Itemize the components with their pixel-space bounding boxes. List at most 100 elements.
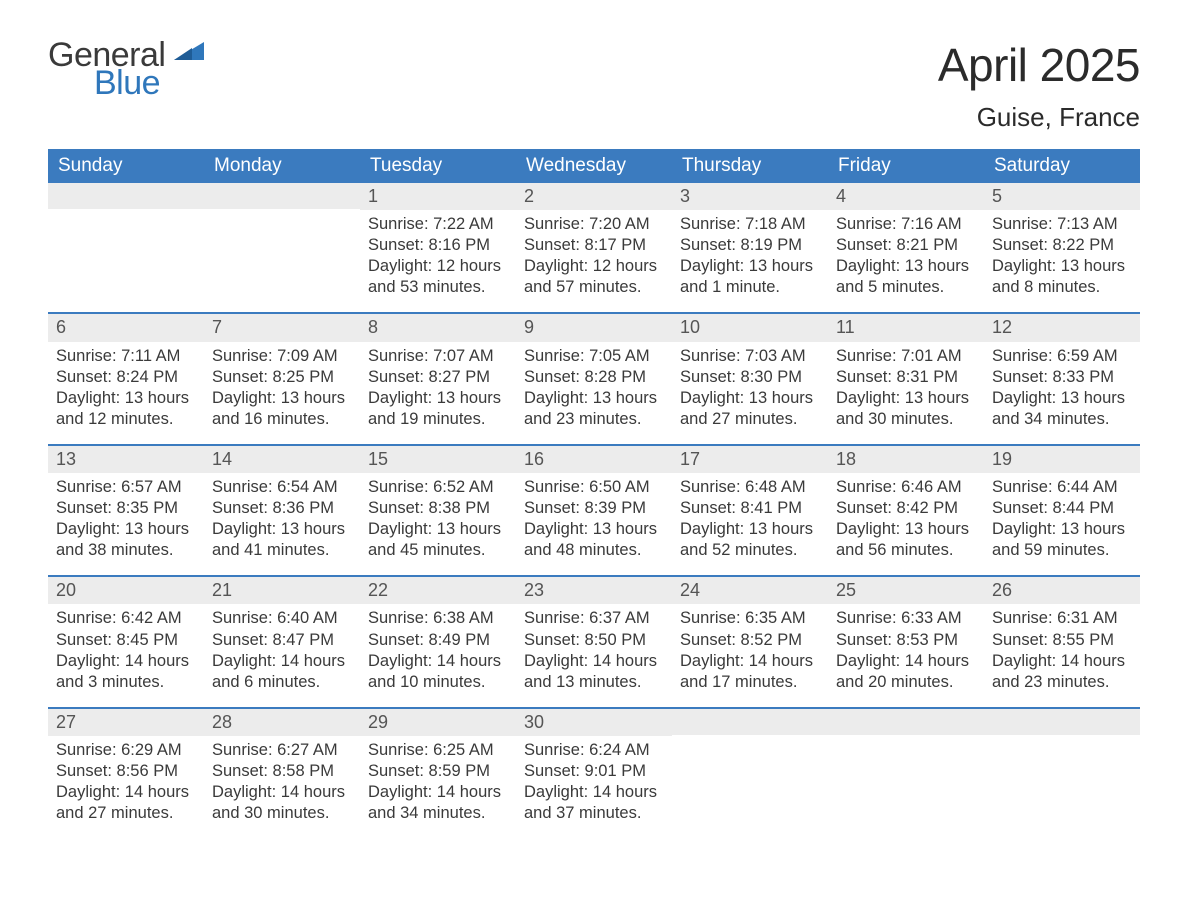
sunrise-text: Sunrise: 7:20 AM xyxy=(524,214,664,235)
sunrise-text: Sunrise: 6:29 AM xyxy=(56,740,196,761)
daylight-text: Daylight: 13 hours and 48 minutes. xyxy=(524,519,664,561)
calendar-cell: 10Sunrise: 7:03 AMSunset: 8:30 PMDayligh… xyxy=(672,314,828,443)
daylight-text: Daylight: 14 hours and 6 minutes. xyxy=(212,651,352,693)
calendar: Sunday Monday Tuesday Wednesday Thursday… xyxy=(48,149,1140,838)
calendar-week: 6Sunrise: 7:11 AMSunset: 8:24 PMDaylight… xyxy=(48,312,1140,443)
day-details: Sunrise: 7:07 AMSunset: 8:27 PMDaylight:… xyxy=(360,342,516,444)
daylight-text: Daylight: 13 hours and 16 minutes. xyxy=(212,388,352,430)
daylight-text: Daylight: 13 hours and 34 minutes. xyxy=(992,388,1132,430)
day-number: 13 xyxy=(48,446,204,473)
sunrise-text: Sunrise: 6:27 AM xyxy=(212,740,352,761)
day-details: Sunrise: 6:42 AMSunset: 8:45 PMDaylight:… xyxy=(48,604,204,706)
daylight-text: Daylight: 13 hours and 12 minutes. xyxy=(56,388,196,430)
sunrise-text: Sunrise: 6:48 AM xyxy=(680,477,820,498)
daylight-text: Daylight: 13 hours and 8 minutes. xyxy=(992,256,1132,298)
day-details: Sunrise: 7:13 AMSunset: 8:22 PMDaylight:… xyxy=(984,210,1140,312)
day-details: Sunrise: 6:38 AMSunset: 8:49 PMDaylight:… xyxy=(360,604,516,706)
day-details: Sunrise: 7:09 AMSunset: 8:25 PMDaylight:… xyxy=(204,342,360,444)
day-number: 18 xyxy=(828,446,984,473)
calendar-cell: 9Sunrise: 7:05 AMSunset: 8:28 PMDaylight… xyxy=(516,314,672,443)
day-details: Sunrise: 7:16 AMSunset: 8:21 PMDaylight:… xyxy=(828,210,984,312)
sunrise-text: Sunrise: 6:33 AM xyxy=(836,608,976,629)
sunset-text: Sunset: 8:38 PM xyxy=(368,498,508,519)
logo-word-blue: Blue xyxy=(94,66,204,100)
calendar-cell: 20Sunrise: 6:42 AMSunset: 8:45 PMDayligh… xyxy=(48,577,204,706)
day-number xyxy=(672,709,828,735)
day-details: Sunrise: 7:18 AMSunset: 8:19 PMDaylight:… xyxy=(672,210,828,312)
day-number: 9 xyxy=(516,314,672,341)
day-number: 25 xyxy=(828,577,984,604)
sunrise-text: Sunrise: 6:25 AM xyxy=(368,740,508,761)
day-details: Sunrise: 6:48 AMSunset: 8:41 PMDaylight:… xyxy=(672,473,828,575)
calendar-cell: 2Sunrise: 7:20 AMSunset: 8:17 PMDaylight… xyxy=(516,183,672,312)
sunset-text: Sunset: 8:56 PM xyxy=(56,761,196,782)
sunrise-text: Sunrise: 6:35 AM xyxy=(680,608,820,629)
sunset-text: Sunset: 8:35 PM xyxy=(56,498,196,519)
title-block: April 2025 Guise, France xyxy=(938,38,1140,133)
day-details: Sunrise: 7:01 AMSunset: 8:31 PMDaylight:… xyxy=(828,342,984,444)
day-details: Sunrise: 6:57 AMSunset: 8:35 PMDaylight:… xyxy=(48,473,204,575)
calendar-cell: 4Sunrise: 7:16 AMSunset: 8:21 PMDaylight… xyxy=(828,183,984,312)
sunset-text: Sunset: 8:42 PM xyxy=(836,498,976,519)
day-number: 5 xyxy=(984,183,1140,210)
day-details: Sunrise: 7:03 AMSunset: 8:30 PMDaylight:… xyxy=(672,342,828,444)
sunset-text: Sunset: 8:47 PM xyxy=(212,630,352,651)
day-number: 26 xyxy=(984,577,1140,604)
day-number: 16 xyxy=(516,446,672,473)
daylight-text: Daylight: 13 hours and 56 minutes. xyxy=(836,519,976,561)
day-number xyxy=(204,183,360,209)
day-number: 3 xyxy=(672,183,828,210)
daylight-text: Daylight: 14 hours and 17 minutes. xyxy=(680,651,820,693)
calendar-cell: 12Sunrise: 6:59 AMSunset: 8:33 PMDayligh… xyxy=(984,314,1140,443)
day-number: 28 xyxy=(204,709,360,736)
calendar-cell: 11Sunrise: 7:01 AMSunset: 8:31 PMDayligh… xyxy=(828,314,984,443)
calendar-cell: 16Sunrise: 6:50 AMSunset: 8:39 PMDayligh… xyxy=(516,446,672,575)
sunset-text: Sunset: 8:19 PM xyxy=(680,235,820,256)
sunrise-text: Sunrise: 6:40 AM xyxy=(212,608,352,629)
calendar-cell: 17Sunrise: 6:48 AMSunset: 8:41 PMDayligh… xyxy=(672,446,828,575)
day-details: Sunrise: 6:44 AMSunset: 8:44 PMDaylight:… xyxy=(984,473,1140,575)
daylight-text: Daylight: 13 hours and 38 minutes. xyxy=(56,519,196,561)
sunrise-text: Sunrise: 6:59 AM xyxy=(992,346,1132,367)
day-number: 14 xyxy=(204,446,360,473)
day-number xyxy=(984,709,1140,735)
sunrise-text: Sunrise: 6:46 AM xyxy=(836,477,976,498)
header-row: General Blue April 2025 Guise, France xyxy=(48,38,1140,133)
day-number: 24 xyxy=(672,577,828,604)
sunrise-text: Sunrise: 6:38 AM xyxy=(368,608,508,629)
sunset-text: Sunset: 8:24 PM xyxy=(56,367,196,388)
day-number xyxy=(48,183,204,209)
day-number: 12 xyxy=(984,314,1140,341)
sunset-text: Sunset: 8:44 PM xyxy=(992,498,1132,519)
day-details: Sunrise: 6:33 AMSunset: 8:53 PMDaylight:… xyxy=(828,604,984,706)
day-details: Sunrise: 6:24 AMSunset: 9:01 PMDaylight:… xyxy=(516,736,672,838)
daylight-text: Daylight: 14 hours and 37 minutes. xyxy=(524,782,664,824)
sunrise-text: Sunrise: 7:03 AM xyxy=(680,346,820,367)
day-details: Sunrise: 6:59 AMSunset: 8:33 PMDaylight:… xyxy=(984,342,1140,444)
day-details: Sunrise: 7:20 AMSunset: 8:17 PMDaylight:… xyxy=(516,210,672,312)
logo: General Blue xyxy=(48,38,204,100)
daylight-text: Daylight: 13 hours and 27 minutes. xyxy=(680,388,820,430)
sunset-text: Sunset: 8:49 PM xyxy=(368,630,508,651)
calendar-day-header: Sunday Monday Tuesday Wednesday Thursday… xyxy=(48,149,1140,183)
col-monday: Monday xyxy=(204,149,360,183)
sunset-text: Sunset: 8:22 PM xyxy=(992,235,1132,256)
day-details: Sunrise: 6:50 AMSunset: 8:39 PMDaylight:… xyxy=(516,473,672,575)
calendar-week: 27 Sunrise: 6:29 AMSunset: 8:56 PM Dayligh… xyxy=(48,707,1140,838)
sunrise-text: Sunrise: 7:18 AM xyxy=(680,214,820,235)
calendar-cell: 30Sunrise: 6:24 AMSunset: 9:01 PMDayligh… xyxy=(516,709,672,838)
calendar-week: 20Sunrise: 6:42 AMSunset: 8:45 PMDayligh… xyxy=(48,575,1140,706)
day-details: Sunrise: 6:52 AMSunset: 8:38 PMDaylight:… xyxy=(360,473,516,575)
sunset-text: Sunset: 8:31 PM xyxy=(836,367,976,388)
day-number: 19 xyxy=(984,446,1140,473)
daylight-text: Daylight: 14 hours and 23 minutes. xyxy=(992,651,1132,693)
day-number: 17 xyxy=(672,446,828,473)
col-sunday: Sunday xyxy=(48,149,204,183)
sunset-text: Sunset: 8:17 PM xyxy=(524,235,664,256)
sunrise-text: Sunrise: 6:52 AM xyxy=(368,477,508,498)
day-number: 2 xyxy=(516,183,672,210)
daylight-text: Daylight: 13 hours and 5 minutes. xyxy=(836,256,976,298)
sunrise-text: Sunrise: 7:09 AM xyxy=(212,346,352,367)
day-number: 27 xyxy=(48,709,204,736)
day-details: Sunrise: 7:22 AMSunset: 8:16 PMDaylight:… xyxy=(360,210,516,312)
